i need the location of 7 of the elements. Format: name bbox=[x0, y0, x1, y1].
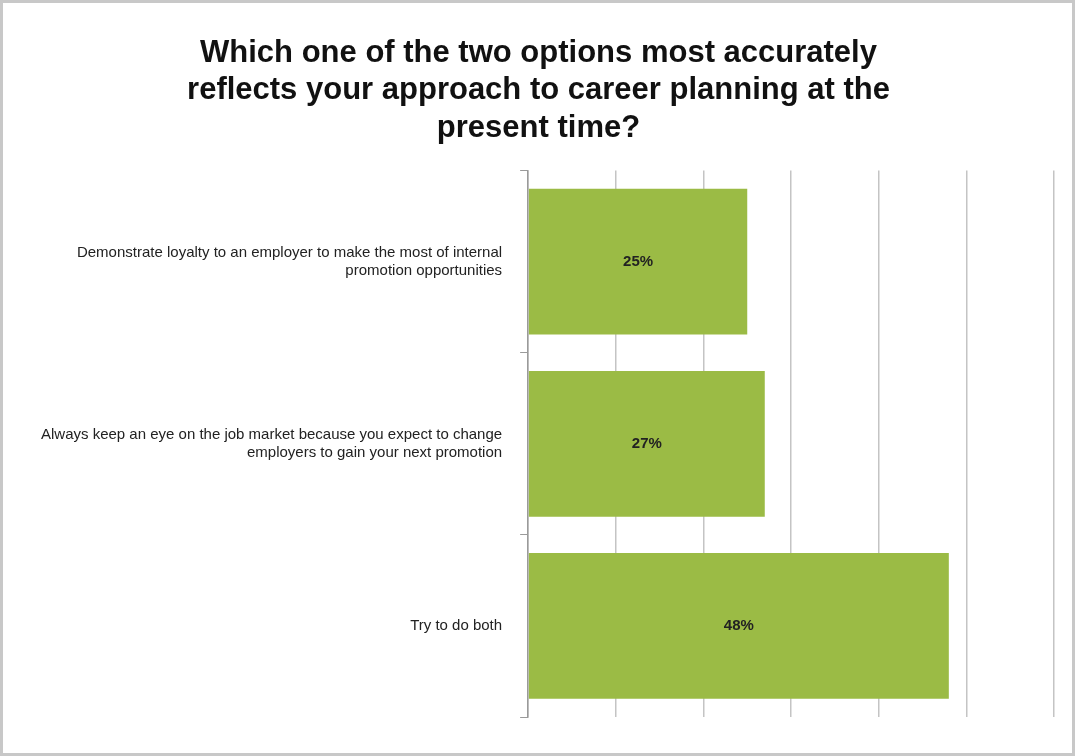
chart-title: Which one of the two options most accurately reflects your approach to career planning at the present time? bbox=[187, 34, 890, 144]
data-label: 48% bbox=[723, 616, 754, 634]
y-tick-label: Try to do both bbox=[410, 616, 503, 634]
y-tick-label: Demonstrate loyalty to an employer to make the most of internal promotion opportunities bbox=[76, 242, 503, 278]
y-tick-label: Always keep an eye on the job market because you expect to change employers to gain your next promotion bbox=[40, 424, 503, 460]
data-label: 25% bbox=[623, 251, 654, 269]
data-label: 27% bbox=[631, 433, 662, 451]
